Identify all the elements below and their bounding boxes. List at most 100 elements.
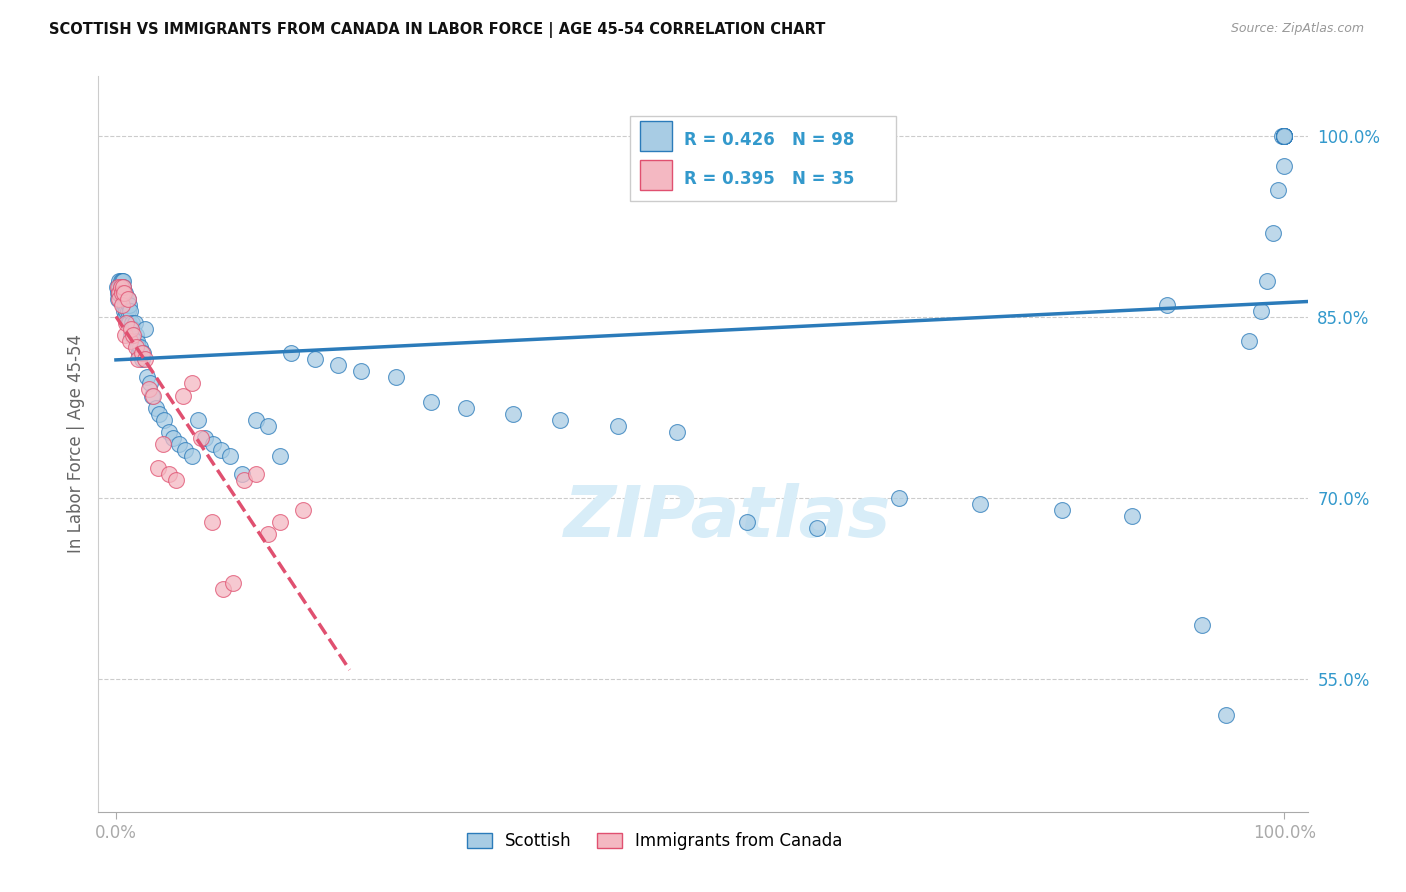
Point bbox=[125, 340, 148, 354]
Point bbox=[222, 575, 245, 590]
Point bbox=[134, 352, 156, 367]
Bar bbox=[630, 116, 897, 201]
Point bbox=[157, 467, 180, 481]
Point bbox=[231, 467, 253, 481]
Point bbox=[269, 449, 291, 463]
Point bbox=[108, 280, 131, 294]
Text: SCOTTISH VS IMMIGRANTS FROM CANADA IN LABOR FORCE | AGE 45-54 CORRELATION CHART: SCOTTISH VS IMMIGRANTS FROM CANADA IN LA… bbox=[49, 22, 825, 38]
Point bbox=[111, 298, 134, 312]
Point bbox=[134, 322, 156, 336]
Point bbox=[111, 280, 134, 294]
Bar bbox=[640, 160, 672, 190]
Point bbox=[1250, 304, 1272, 318]
Point bbox=[153, 412, 176, 426]
Point bbox=[201, 515, 224, 529]
Point bbox=[172, 388, 194, 402]
Point bbox=[118, 316, 141, 330]
Point bbox=[548, 412, 571, 426]
Point bbox=[1272, 129, 1295, 144]
Point bbox=[127, 340, 149, 354]
Point bbox=[219, 449, 242, 463]
Point bbox=[291, 503, 314, 517]
Point bbox=[114, 310, 136, 324]
Point bbox=[1272, 129, 1295, 144]
Point bbox=[128, 346, 150, 360]
Point bbox=[180, 449, 202, 463]
Point bbox=[127, 352, 149, 367]
Point bbox=[607, 418, 630, 433]
Point bbox=[145, 401, 167, 415]
Text: ZIPatlas: ZIPatlas bbox=[564, 483, 891, 552]
Point bbox=[420, 394, 443, 409]
Point bbox=[141, 388, 163, 402]
Point bbox=[887, 491, 910, 505]
Point bbox=[136, 370, 159, 384]
Point bbox=[112, 285, 135, 300]
Point bbox=[304, 352, 326, 367]
Point bbox=[180, 376, 202, 391]
Point bbox=[152, 436, 174, 450]
Point bbox=[124, 316, 146, 330]
Point bbox=[117, 292, 139, 306]
Point bbox=[138, 383, 160, 397]
Point bbox=[146, 461, 169, 475]
Point bbox=[111, 285, 134, 300]
Y-axis label: In Labor Force | Age 45-54: In Labor Force | Age 45-54 bbox=[66, 334, 84, 553]
Point bbox=[385, 370, 408, 384]
Point bbox=[187, 412, 209, 426]
Point bbox=[112, 292, 135, 306]
Point bbox=[111, 285, 134, 300]
Point bbox=[108, 292, 131, 306]
Point bbox=[280, 346, 302, 360]
Point bbox=[111, 280, 134, 294]
Point bbox=[1272, 129, 1295, 144]
Point bbox=[1271, 129, 1294, 144]
Point bbox=[131, 352, 153, 367]
Point bbox=[1272, 129, 1295, 144]
Point bbox=[111, 274, 134, 288]
Point bbox=[115, 292, 138, 306]
Text: R = 0.395   N = 35: R = 0.395 N = 35 bbox=[683, 169, 853, 188]
Point bbox=[125, 334, 148, 349]
Point bbox=[125, 328, 148, 343]
Point bbox=[165, 473, 187, 487]
Point bbox=[107, 280, 129, 294]
Point bbox=[201, 436, 224, 450]
Point bbox=[245, 467, 267, 481]
Point bbox=[122, 328, 145, 343]
Point bbox=[1272, 129, 1295, 144]
Point bbox=[233, 473, 256, 487]
Point bbox=[120, 322, 142, 336]
Point bbox=[245, 412, 267, 426]
Point bbox=[114, 328, 136, 343]
Point bbox=[502, 407, 524, 421]
Point bbox=[107, 285, 129, 300]
Point bbox=[120, 328, 142, 343]
Point bbox=[806, 521, 828, 535]
Point bbox=[162, 431, 184, 445]
Point bbox=[256, 418, 278, 433]
Point bbox=[969, 497, 991, 511]
Point bbox=[139, 376, 162, 391]
Point bbox=[269, 515, 291, 529]
Point bbox=[115, 304, 138, 318]
Point bbox=[1215, 708, 1237, 723]
Point bbox=[1256, 274, 1278, 288]
Point bbox=[157, 425, 180, 439]
Point bbox=[212, 582, 235, 596]
Point bbox=[735, 515, 758, 529]
Point bbox=[105, 280, 128, 294]
Point bbox=[131, 346, 153, 360]
Text: Source: ZipAtlas.com: Source: ZipAtlas.com bbox=[1230, 22, 1364, 36]
Bar bbox=[640, 120, 672, 151]
Point bbox=[117, 292, 139, 306]
Point bbox=[111, 285, 134, 300]
Point bbox=[1272, 129, 1295, 144]
Point bbox=[1191, 617, 1213, 632]
Point bbox=[118, 334, 141, 349]
Text: R = 0.426   N = 98: R = 0.426 N = 98 bbox=[683, 131, 853, 149]
Point bbox=[129, 340, 152, 354]
Point bbox=[1156, 298, 1178, 312]
Point bbox=[167, 436, 190, 450]
Point bbox=[118, 298, 141, 312]
